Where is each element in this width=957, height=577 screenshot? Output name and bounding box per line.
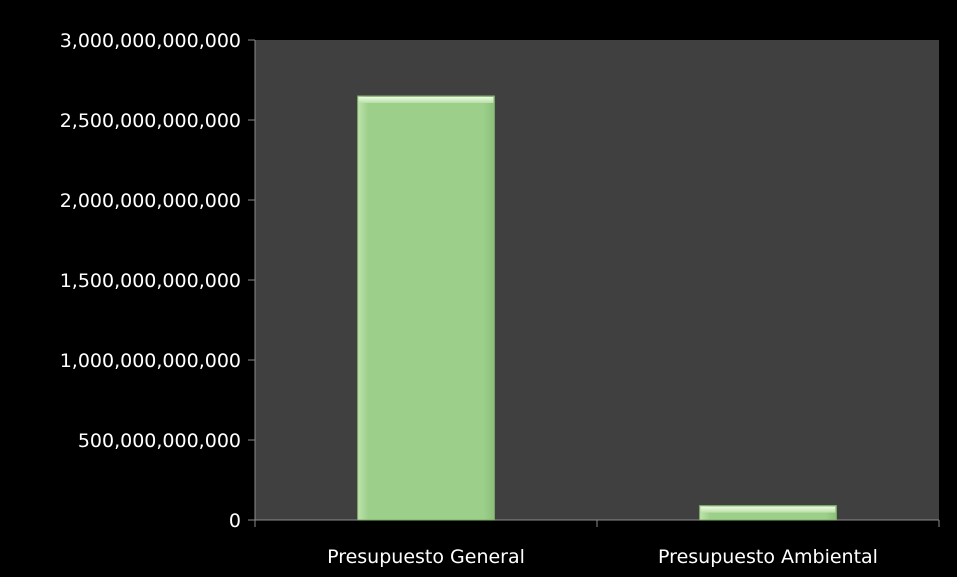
y-tick-label: 1,000,000,000,000 — [60, 350, 241, 372]
bar-highlight — [700, 506, 836, 513]
bar — [357, 95, 495, 521]
y-tick-label: 2,500,000,000,000 — [60, 110, 241, 132]
x-category-label: Presupuesto General — [327, 546, 525, 568]
y-tick-label: 500,000,000,000 — [78, 430, 241, 452]
y-tick-label: 3,000,000,000,000 — [60, 30, 241, 52]
y-axis: 0 500,000,000,000 1,000,000,000,000 1,500,0… — [60, 30, 256, 532]
bars-group — [357, 95, 837, 521]
bar-highlight — [358, 97, 494, 103]
bar-body — [357, 95, 495, 521]
x-category-label: Presupuesto Ambiental — [658, 546, 878, 568]
y-tick-label: 0 — [229, 510, 241, 532]
y-tick-label: 1,500,000,000,000 — [60, 270, 241, 292]
bar — [699, 505, 837, 521]
y-tick-label: 2,000,000,000,000 — [60, 190, 241, 212]
x-axis: Presupuesto General Presupuesto Ambiental — [254, 519, 940, 568]
